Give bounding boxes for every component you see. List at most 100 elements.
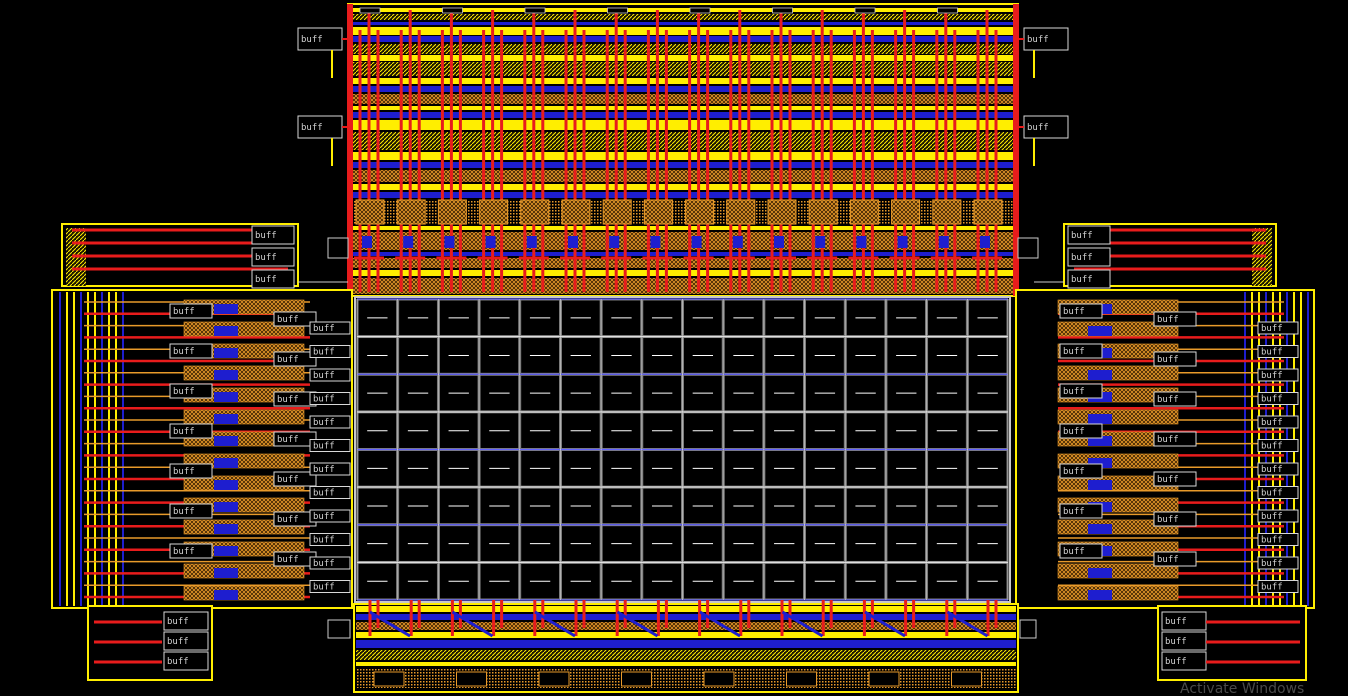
column-driver-cell [602, 199, 632, 225]
row-buffer: buff [1257, 392, 1299, 405]
row-buffer: buff [169, 343, 213, 359]
top-side-buffer: buff [1023, 115, 1069, 139]
upper-buffer: buff [1067, 269, 1111, 289]
sense-diagonal [699, 610, 741, 638]
row-buffer: buff [169, 543, 213, 559]
buffer-outline [1257, 486, 1299, 499]
sense-diagonal [616, 610, 659, 638]
sense-diagonal [864, 610, 906, 638]
buffer-label: buff [313, 583, 335, 593]
buffer-outline [163, 651, 209, 671]
row-buffer: buff [1153, 471, 1197, 487]
right-row-driver-block: buffbuffbuffbuffbuffbuffbuffbuffbuffbuff… [1015, 223, 1315, 681]
buffer-outline [1257, 509, 1299, 523]
sense-diagonal [369, 610, 411, 638]
column-driver-cell [767, 199, 797, 225]
row-buffer: buff [1059, 463, 1103, 479]
column-driver-cell [849, 199, 879, 225]
row-buffer: buff [1059, 543, 1103, 559]
bottom-corner-pin [327, 619, 351, 639]
metal-band [350, 152, 1016, 160]
row-driver-cell [183, 409, 305, 425]
buffer-outline [273, 471, 317, 487]
row-driver-cell [183, 585, 305, 601]
buffer-label: buff [301, 35, 323, 45]
buffer-outline [1067, 269, 1111, 289]
sense-diagonal [946, 610, 989, 638]
metal-band [350, 14, 1016, 20]
top-side-buffer: buff [297, 27, 343, 51]
buffer-outline [251, 269, 295, 289]
buffer-label: buff [313, 348, 335, 358]
top-pin-label [524, 7, 546, 14]
buffer-label: buff [277, 395, 299, 405]
buffer-label: buff [1261, 489, 1283, 499]
buffer-label: buff [1157, 555, 1179, 565]
column-via [568, 236, 578, 248]
top-pin-label [359, 7, 381, 14]
buffer-label: buff [1063, 347, 1085, 357]
bottom-buffer: buff [163, 631, 209, 651]
buffer-label: buff [167, 617, 189, 627]
row-driver-via [1088, 458, 1112, 468]
buffer-label: buff [277, 315, 299, 325]
metal-band [350, 258, 1016, 268]
metal-band [350, 232, 1016, 250]
buffer-outline [309, 368, 351, 382]
metal-band [350, 278, 1016, 294]
row-buffer: buff [309, 556, 351, 570]
row-buffer: buff [309, 533, 351, 546]
row-driver-via [214, 414, 238, 424]
buffer-outline [1153, 511, 1197, 527]
left-driver-cells: buff buff buff buff buff buff buff buff buff buff… [59, 292, 351, 606]
column-via [526, 236, 537, 248]
row-buffer: buff [1153, 511, 1197, 527]
row-buffer: buff [1059, 503, 1103, 519]
buffer-label: buff [167, 657, 189, 667]
buffer-outline [251, 247, 295, 267]
buffer-label: buff [277, 355, 299, 365]
right-upper-buffer-block: buff buff buff [1034, 223, 1277, 289]
top-corner-pin [327, 237, 349, 259]
row-driver-via [214, 436, 238, 446]
buffer-label: buff [277, 515, 299, 525]
column-driver-cell [685, 199, 715, 225]
buffer-outline [309, 439, 351, 452]
buffer-label: buff [1261, 442, 1283, 452]
buffer-label: buff [1261, 536, 1283, 546]
top-pin-label [442, 7, 463, 14]
column-driver-cell [808, 199, 838, 225]
column-driver-cell [479, 199, 509, 225]
row-buffer: buff [309, 415, 351, 429]
buffer-outline [163, 611, 209, 631]
row-buffer: buff [169, 423, 213, 439]
buffer-label: buff [313, 324, 335, 334]
bottom-buffer: buff [163, 651, 209, 671]
bottom-buffer: buff [163, 611, 209, 631]
metal-band [350, 55, 1016, 61]
metal-band [350, 106, 1016, 110]
buffer-label: buff [313, 442, 335, 452]
row-buffer: buff [273, 311, 317, 327]
buffer-label: buff [1157, 395, 1179, 405]
buffer-outline [309, 462, 351, 476]
column-driver-cell [932, 199, 962, 225]
buffer-outline [1257, 392, 1299, 405]
array-cell [805, 487, 845, 525]
column-via [938, 236, 949, 248]
buffer-label: buff [1165, 617, 1187, 627]
array-cell [561, 450, 601, 487]
metal-band [350, 62, 1016, 76]
sense-amp-cell [951, 671, 982, 687]
buffer-label: buff [313, 512, 335, 522]
metal-band [350, 192, 1016, 198]
bottom-sense-block [327, 600, 1037, 693]
row-buffer: buff [309, 392, 351, 405]
buffer-outline [309, 580, 351, 593]
row-buffer: buff [273, 351, 317, 367]
row-buffer: buff [1257, 556, 1299, 570]
buffer-outline [1059, 503, 1103, 519]
buffer-outline [309, 415, 351, 429]
sense-amp-cell [621, 671, 652, 687]
buffer-label: buff [313, 371, 335, 381]
